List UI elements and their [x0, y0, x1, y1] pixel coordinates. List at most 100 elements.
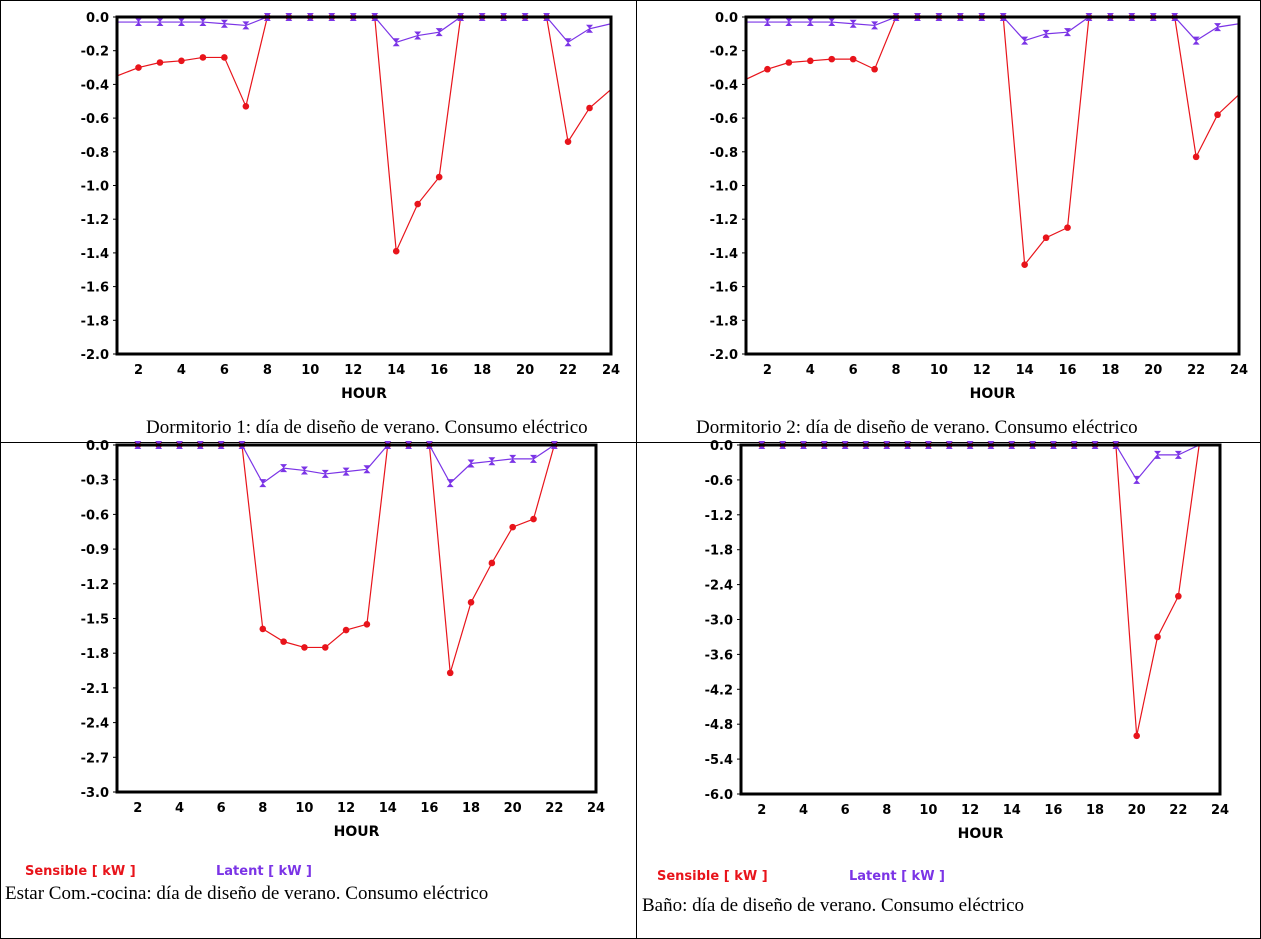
latent-point [1085, 13, 1093, 21]
sensible-point [1128, 13, 1136, 21]
sensible-point [530, 515, 537, 523]
caption-estar-cocina: Estar Com.-cocina: día de diseño de vera… [5, 883, 489, 904]
x-tick-label: 22 [1169, 803, 1187, 818]
sensible-point [807, 57, 814, 65]
y-tick-label: -2.7 [81, 751, 109, 766]
y-tick-label: -0.2 [710, 45, 738, 60]
latent-point [220, 19, 228, 28]
latent-point [913, 13, 921, 21]
sensible-point [521, 13, 529, 21]
latent-point [467, 459, 475, 468]
latent-point [500, 13, 508, 21]
series-line-sensible [745, 16, 1240, 267]
sensible-point [1149, 13, 1157, 21]
y-tick-label: -0.4 [710, 78, 738, 93]
latent-point [342, 467, 350, 476]
plot-frame [115, 15, 613, 356]
latent-point [1042, 29, 1050, 38]
x-tick-label: 6 [220, 363, 229, 378]
sensible-point [156, 59, 164, 66]
latent-point [935, 13, 943, 21]
x-tick-label: 24 [1211, 803, 1229, 818]
latent-point [892, 13, 900, 21]
latent-point [1021, 36, 1029, 45]
latent-point [1133, 475, 1141, 484]
latent-point [1214, 23, 1222, 32]
x-tick-label: 16 [1058, 363, 1076, 378]
latent-point [564, 38, 572, 47]
y-tick-label: 0.0 [715, 11, 738, 26]
latent-point [1192, 36, 1200, 45]
sensible-point [957, 13, 964, 21]
y-tick-label: -1.2 [81, 578, 109, 593]
sensible-point [1064, 224, 1071, 231]
y-tick-label: -2.4 [81, 717, 109, 732]
sensible-point [264, 13, 271, 21]
y-tick-label: -2.0 [81, 348, 109, 363]
y-tick-label: -0.6 [705, 474, 733, 489]
sensible-point [199, 54, 207, 61]
sensible-point [259, 625, 267, 633]
latent-point [1064, 28, 1072, 37]
y-tick-label: -3.6 [705, 648, 733, 663]
sensible-point [414, 200, 421, 208]
x-tick-label: 20 [1128, 803, 1146, 818]
x-tick-label: 10 [295, 801, 313, 816]
y-tick-label: 0.0 [86, 11, 109, 26]
y-tick-label: -1.6 [710, 281, 738, 296]
sensible-point [342, 626, 350, 634]
sensible-point [1171, 13, 1178, 21]
y-tick-label: -0.4 [81, 78, 109, 93]
sensible-point [1154, 633, 1161, 641]
latent-point [371, 13, 379, 21]
latent-point [263, 13, 271, 21]
sensible-point [178, 57, 185, 65]
x-axis-label: HOUR [334, 824, 380, 840]
y-tick-label: -4.8 [705, 718, 733, 733]
y-tick-label: -1.8 [705, 544, 733, 559]
x-tick-label: 18 [1101, 363, 1119, 378]
x-tick-label: 4 [177, 363, 186, 378]
x-tick-label: 4 [799, 803, 808, 818]
latent-point [242, 21, 250, 30]
sensible-point [1042, 234, 1050, 242]
sensible-point [1214, 111, 1221, 119]
caption-bano: Baño: día de diseño de verano. Consumo e… [642, 895, 1025, 916]
legend-sensible-1: Sensible [ kW ] [25, 864, 136, 879]
latent-point [328, 13, 336, 21]
x-tick-label: 22 [559, 363, 577, 378]
sensible-point [457, 13, 464, 21]
y-tick-label: -2.0 [710, 348, 738, 363]
y-tick-label: -0.8 [81, 146, 109, 161]
x-tick-label: 22 [1187, 363, 1205, 378]
y-tick-label: -0.9 [81, 543, 109, 558]
sensible-point [242, 103, 250, 110]
sensible-point [914, 13, 921, 21]
latent-point [1174, 450, 1182, 459]
y-tick-label: -4.2 [705, 683, 733, 698]
legend-latent-1: Latent [ kW ] [216, 864, 313, 879]
x-tick-label: 20 [516, 363, 534, 378]
y-tick-label: -5.4 [705, 753, 733, 768]
x-tick-label: 24 [602, 363, 620, 378]
caption-dormitorio-1: Dormitorio 1: día de diseño de verano. C… [146, 417, 588, 438]
table-border-middle [0, 442, 1261, 443]
latent-point [414, 31, 422, 40]
caption-dormitorio-2: Dormitorio 2: día de diseño de verano. C… [696, 417, 1138, 438]
y-tick-label: -6.0 [705, 788, 733, 803]
y-tick-label: -1.8 [81, 647, 109, 662]
latent-point [509, 454, 517, 463]
x-axis-label: HOUR [958, 826, 1004, 842]
sensible-point [935, 13, 943, 21]
latent-point [177, 18, 185, 27]
sensible-point [135, 64, 142, 71]
series-line-sensible [741, 444, 1200, 736]
latent-point [435, 28, 443, 37]
latent-point [806, 18, 814, 27]
latent-point [156, 18, 164, 27]
latent-point [1128, 13, 1136, 21]
latent-point [785, 18, 793, 27]
sensible-point [764, 65, 771, 73]
sensible-point [321, 644, 329, 651]
latent-point [306, 13, 314, 21]
